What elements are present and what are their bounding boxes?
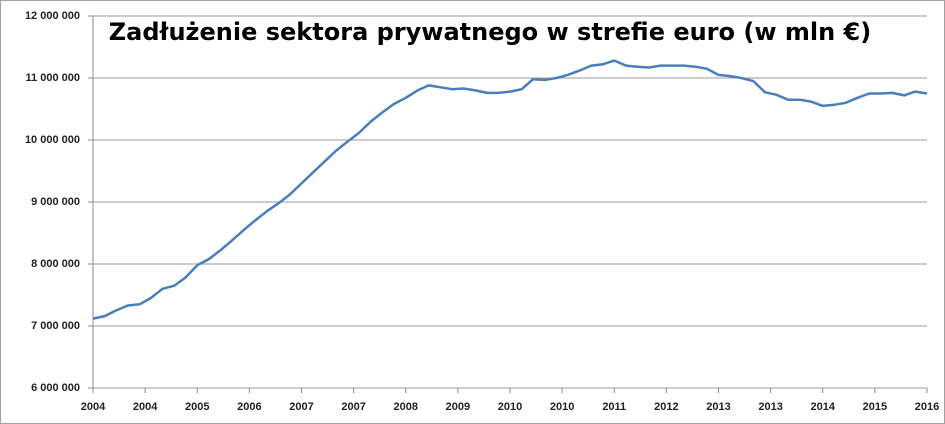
- y-tick-label: 8 000 000: [31, 258, 80, 270]
- x-tick-label: 2010: [550, 401, 574, 413]
- x-tick-label: 2010: [498, 401, 522, 413]
- y-tick-label: 10 000 000: [25, 134, 80, 146]
- line-series: [92, 59, 928, 320]
- x-tick-label: 2011: [602, 401, 626, 413]
- x-tick-label: 2014: [811, 401, 836, 413]
- x-tick-label: 2012: [654, 401, 678, 413]
- chart-title: Zadłużenie sektora prywatnego w strefie …: [109, 18, 871, 46]
- y-tick-label: 7 000 000: [31, 320, 80, 332]
- x-tick-label: 2013: [706, 401, 730, 413]
- x-tick-label: 2008: [394, 401, 418, 413]
- x-tick-label: 2015: [863, 401, 887, 413]
- x-tick-label: 2016: [915, 401, 939, 413]
- x-tick-label: 2007: [341, 401, 365, 413]
- y-tick-label: 9 000 000: [31, 196, 80, 208]
- x-tick-label: 2013: [758, 401, 782, 413]
- y-tick-label: 6 000 000: [31, 382, 80, 394]
- x-tick-label: 2004: [133, 401, 158, 413]
- y-tick-label: 12 000 000: [25, 10, 80, 22]
- x-tick-label: 2004: [81, 401, 106, 413]
- x-tick-label: 2006: [237, 401, 261, 413]
- x-tick-label: 2005: [185, 401, 209, 413]
- y-tick-label: 11 000 000: [26, 72, 80, 84]
- x-tick-label: 2007: [289, 401, 313, 413]
- x-tick-label: 2009: [446, 401, 470, 413]
